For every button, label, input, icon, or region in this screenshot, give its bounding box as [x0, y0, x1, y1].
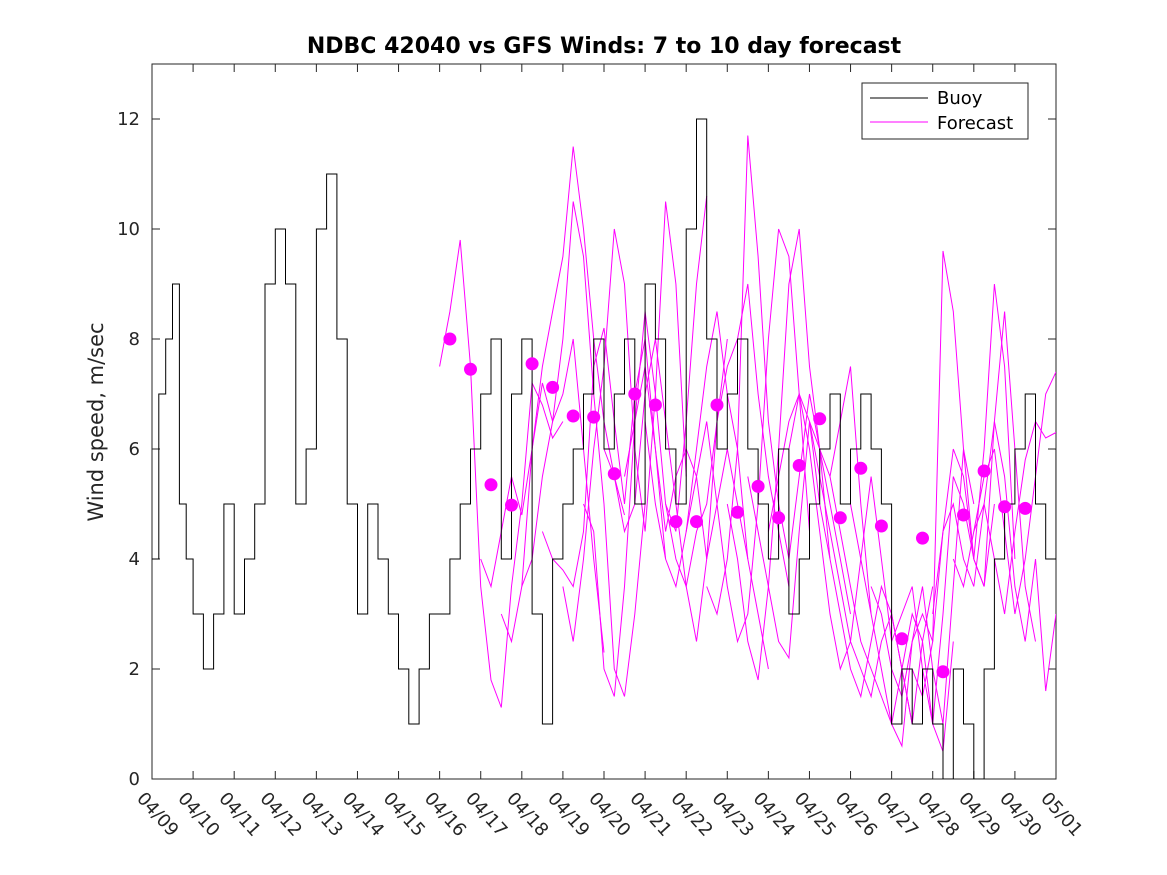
forecast-line: [439, 239, 564, 708]
forecast-line: [891, 283, 1016, 725]
y-tick-label: 0: [129, 769, 140, 790]
forecast-line: [665, 283, 790, 589]
forecast-line: [870, 250, 995, 699]
x-tick-label: 04/12: [256, 788, 306, 841]
forecast-point: [792, 459, 806, 472]
x-tick-label: 04/29: [954, 788, 1004, 841]
y-tick-label: 6: [129, 439, 140, 460]
y-tick-label: 4: [129, 549, 140, 570]
x-tick-label: 04/14: [338, 788, 388, 841]
forecast-line: [911, 311, 1036, 699]
forecast-point: [751, 479, 765, 493]
x-tick-label: 04/23: [708, 788, 758, 841]
x-tick-label: 04/15: [379, 788, 429, 841]
x-tick-label: 04/27: [872, 788, 922, 841]
x-tick-label: 05/01: [1036, 788, 1086, 841]
forecast-point: [916, 531, 929, 545]
buoy-line: [152, 118, 1056, 779]
y-tick-label: 12: [117, 109, 140, 130]
forecast-point: [546, 380, 560, 394]
forecast-line: [767, 392, 893, 671]
forecast-point: [731, 505, 744, 519]
forecast-point: [957, 508, 970, 522]
forecast-line: [932, 421, 1056, 692]
y-tick-label: 2: [129, 659, 140, 680]
forecast-point: [566, 409, 580, 423]
y-tick-label: 10: [117, 219, 140, 240]
forecast-point: [710, 398, 724, 412]
forecast-point: [690, 515, 703, 529]
forecast-point: [484, 478, 498, 492]
forecast-point: [854, 461, 868, 475]
x-tick-label: 04/30: [995, 788, 1045, 841]
x-tick-label: 04/10: [173, 788, 223, 841]
forecast-point: [874, 519, 888, 533]
forecast-point: [607, 467, 621, 481]
x-tick-label: 04/21: [625, 788, 675, 841]
forecast-line: [952, 371, 1056, 615]
forecast-line: [521, 201, 646, 697]
forecast-point: [587, 410, 601, 424]
x-tick-label: 04/22: [666, 788, 716, 841]
legend-entry-buoy: Buoy: [937, 88, 983, 109]
forecast-point: [464, 362, 477, 376]
x-tick-label: 04/11: [214, 788, 264, 841]
x-tick-label: 04/09: [132, 788, 182, 841]
forecast-line: [726, 228, 851, 681]
x-tick-label: 04/28: [913, 788, 963, 841]
forecast-line: [973, 420, 1056, 615]
plot-area: 02468101204/0904/1004/1104/1204/1304/140…: [117, 63, 1087, 841]
x-tick-label: 04/16: [420, 788, 470, 841]
y-tick-label: 8: [129, 329, 140, 350]
forecast-point: [772, 511, 786, 525]
forecast-point: [669, 515, 683, 529]
forecast-line: [809, 421, 934, 725]
chart-title: NDBC 42040 vs GFS Winds: 7 to 10 day for…: [307, 34, 902, 59]
legend: Buoy Forecast: [861, 82, 1029, 140]
forecast-point: [998, 500, 1012, 514]
forecast-point: [936, 665, 950, 679]
legend-entry-forecast: Forecast: [937, 113, 1013, 134]
forecast-point: [1018, 501, 1032, 515]
legend-box: [861, 82, 1029, 140]
forecast-point: [833, 511, 847, 525]
y-axis-label: Wind speed, m/sec: [84, 322, 108, 521]
x-tick-label: 04/13: [297, 788, 347, 841]
x-tick-label: 04/19: [543, 788, 593, 841]
forecast-point: [648, 398, 662, 412]
series-group: [152, 118, 1056, 779]
x-tick-label: 04/20: [584, 788, 634, 841]
forecast-line: [644, 311, 769, 670]
forecast-point: [813, 412, 827, 426]
x-tick-label: 04/18: [502, 788, 552, 841]
forecast-point: [525, 357, 539, 371]
forecast-line: [706, 135, 831, 616]
forecast-line: [685, 228, 810, 644]
forecast-point: [895, 632, 909, 646]
forecast-point: [977, 464, 991, 478]
x-tick-label: 04/26: [831, 788, 881, 841]
forecast-point: [628, 387, 642, 401]
forecast-point: [443, 332, 457, 346]
forecast-line: [562, 201, 687, 642]
x-tick-label: 04/24: [749, 788, 799, 841]
forecast-point: [505, 498, 518, 512]
x-tick-label: 04/25: [790, 788, 840, 841]
x-tick-label: 04/17: [461, 788, 511, 841]
